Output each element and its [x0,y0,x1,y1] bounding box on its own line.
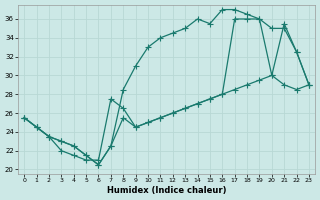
X-axis label: Humidex (Indice chaleur): Humidex (Indice chaleur) [107,186,226,195]
